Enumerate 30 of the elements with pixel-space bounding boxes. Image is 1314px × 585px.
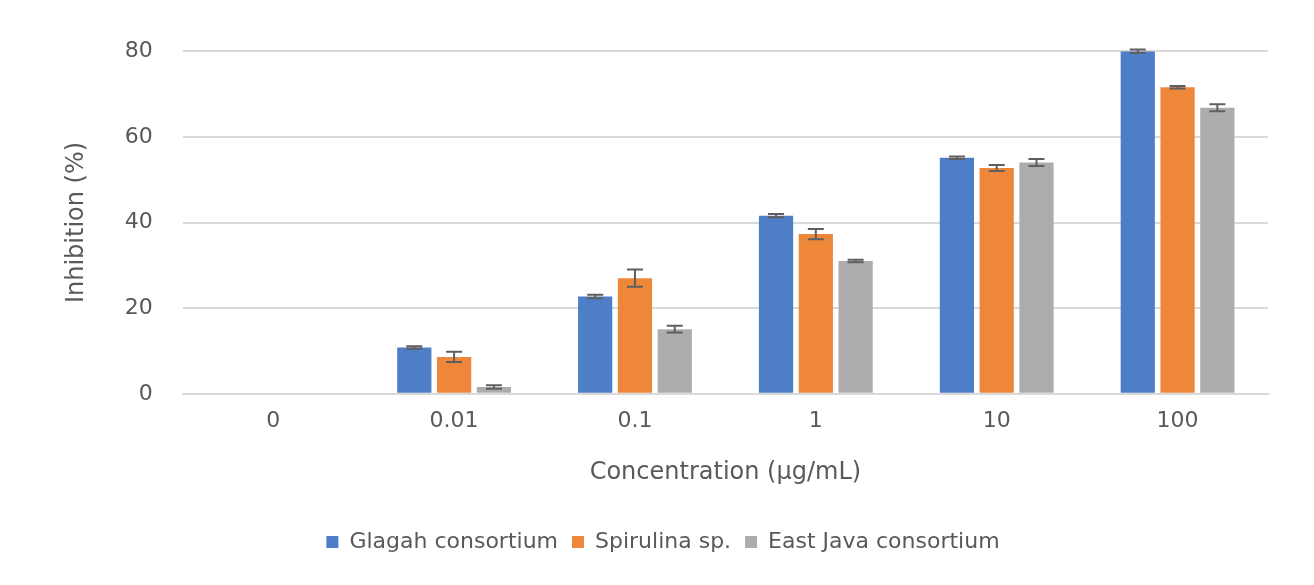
bar — [1160, 87, 1195, 393]
x-tick-label: 0 — [266, 406, 281, 432]
bar — [1019, 162, 1054, 393]
legend-label: Glagah consortium — [349, 527, 559, 553]
x-tick-label: 100 — [1156, 406, 1199, 432]
bar — [939, 157, 975, 393]
x-tick-label: 0.1 — [617, 406, 653, 432]
bar — [838, 261, 873, 393]
y-tick-label: 40 — [124, 208, 153, 234]
x-tick-label: 0.01 — [429, 406, 479, 432]
y-tick-label: 0 — [138, 379, 153, 405]
y-tick-label: 20 — [124, 293, 153, 319]
legend-label: Spirulina sp. — [595, 527, 732, 553]
y-axis-title: Inhibition (%) — [60, 141, 89, 304]
x-tick-label: 1 — [808, 406, 823, 432]
bar — [1120, 51, 1155, 393]
bar — [578, 296, 613, 393]
x-tick-label: 10 — [982, 406, 1011, 432]
legend-label: East Java consortium — [768, 527, 1000, 553]
bar — [617, 278, 653, 393]
bar — [1200, 107, 1235, 393]
x-axis-title: Concentration (µg/mL) — [589, 456, 862, 485]
y-tick-label: 60 — [124, 122, 153, 148]
bar — [758, 215, 794, 393]
bar — [979, 168, 1014, 393]
bar — [798, 234, 833, 393]
y-tick-label: 80 — [124, 36, 153, 62]
bar — [397, 347, 432, 393]
bar — [657, 329, 692, 393]
bar — [436, 356, 472, 393]
